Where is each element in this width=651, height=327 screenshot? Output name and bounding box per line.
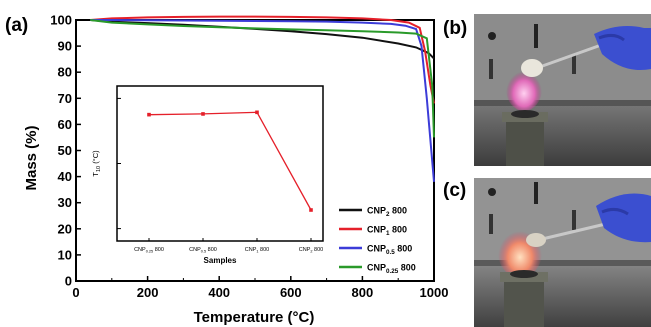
x-tick-label: 400	[208, 285, 230, 300]
y-axis-label: Mass (%)	[23, 125, 40, 190]
y-tick-label: 20	[58, 221, 72, 236]
legend-entry: CNP1 800	[367, 225, 407, 238]
inset-chart: CNP0.25 800 CNP0.5 800 CNP1 800 CNP2 800 Sam…	[91, 85, 324, 265]
inset-x-tick-label: CNP0.5 800	[189, 247, 217, 254]
tga-chart: 0 10 20 30 40 50 60 70 80 90 100 0 200 400 600 800 1000…	[23, 13, 448, 327]
photo-burning-test-b	[474, 14, 651, 166]
inset-x-tick-label: CNP0.25 800	[134, 247, 164, 254]
photo-burning-test-c	[474, 178, 651, 327]
legend: CNP2 800 CNP1 800 CNP0.5 800 CNP0.25 800	[339, 206, 416, 276]
inset-y-axis-label: T10 (°C)	[91, 150, 102, 177]
series-line-1	[90, 15, 435, 104]
x-tick-label: 600	[280, 285, 302, 300]
legend-entry: CNP0.5 800	[367, 244, 412, 257]
legend-entry: CNP2 800	[367, 206, 407, 219]
inset-point	[255, 110, 259, 115]
y-tick-label: 100	[50, 13, 72, 28]
y-tick-label: 60	[58, 117, 72, 132]
inset-x-tick-label: CNP1 800	[245, 247, 269, 254]
y-tick-label: 40	[58, 169, 72, 184]
y-tick-label: 70	[58, 91, 72, 106]
inset-series-line	[148, 111, 312, 211]
y-tick-label: 90	[58, 39, 72, 54]
panel-label-c: (c)	[443, 180, 467, 201]
panel-label-b: (b)	[443, 18, 468, 39]
y-tick-label: 30	[58, 195, 72, 210]
series-line-0-25	[90, 19, 435, 138]
inset-x-tick-label: CNP2 800	[299, 247, 323, 254]
x-tick-label: 0	[72, 285, 79, 300]
series-lines	[90, 15, 435, 182]
series-line-0-5	[90, 19, 435, 182]
x-tick-label: 1000	[420, 285, 449, 300]
legend-entry: CNP0.25 800	[367, 263, 416, 276]
x-tick-label: 800	[352, 285, 374, 300]
series-line-2	[90, 19, 435, 60]
x-tick-label: 200	[137, 285, 159, 300]
y-axis-ticks: 0 10 20 30 40 50 60 70 80 90 100	[50, 13, 81, 289]
inset-point	[309, 208, 313, 212]
inset-x-axis-label: Samples	[204, 256, 237, 265]
panel-label-a: (a)	[5, 15, 29, 36]
y-tick-label: 0	[65, 274, 72, 289]
y-tick-label: 50	[58, 143, 72, 158]
y-tick-label: 80	[58, 65, 72, 80]
inset-point	[201, 112, 205, 116]
inset-frame	[116, 85, 324, 242]
y-tick-label: 10	[58, 247, 72, 262]
inset-point	[147, 112, 151, 117]
x-axis-ticks: 0 200 400 600 800 1000	[72, 276, 448, 300]
x-axis-label: Temperature (°C)	[194, 309, 315, 326]
